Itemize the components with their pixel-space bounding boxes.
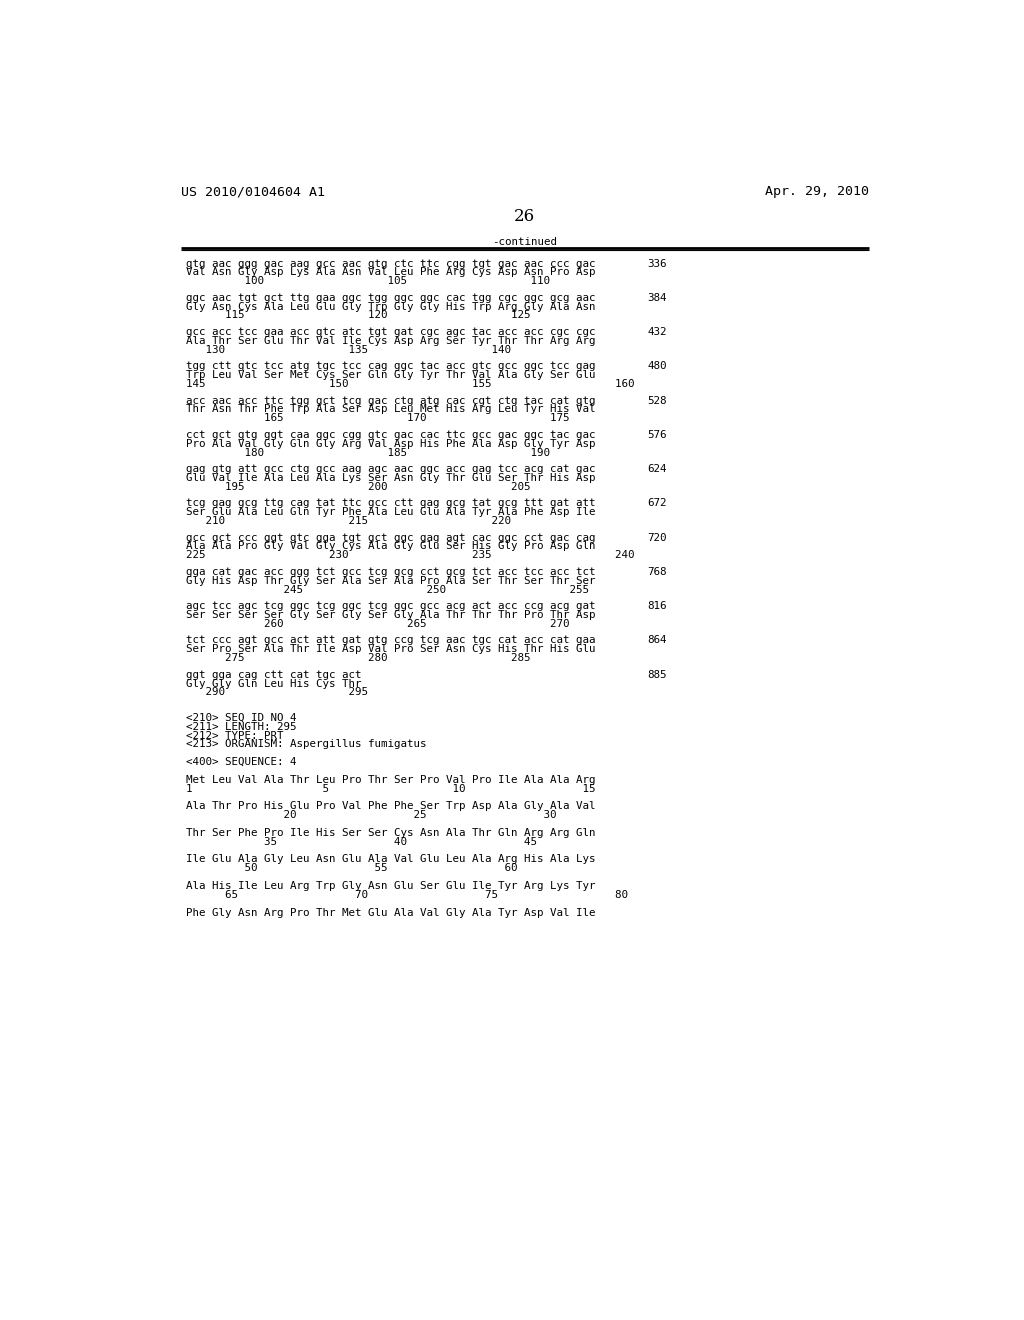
Text: 260                   265                   270: 260 265 270 [186, 619, 569, 628]
Text: <211> LENGTH: 295: <211> LENGTH: 295 [186, 722, 297, 731]
Text: 50                  55                  60: 50 55 60 [186, 863, 517, 874]
Text: gcc acc tcc gaa acc gtc atc tgt gat cgc agc tac acc acc cgc cgc: gcc acc tcc gaa acc gtc atc tgt gat cgc … [186, 327, 596, 337]
Text: 624: 624 [647, 465, 667, 474]
Text: 816: 816 [647, 601, 667, 611]
Text: 336: 336 [647, 259, 667, 268]
Text: Thr Asn Thr Phe Trp Ala Ser Asp Leu Met His Arg Leu Tyr His Val: Thr Asn Thr Phe Trp Ala Ser Asp Leu Met … [186, 404, 596, 414]
Text: Val Asn Gly Asp Lys Ala Asn Val Leu Phe Arg Cys Asp Asn Pro Asp: Val Asn Gly Asp Lys Ala Asn Val Leu Phe … [186, 268, 596, 277]
Text: <213> ORGANISM: Aspergillus fumigatus: <213> ORGANISM: Aspergillus fumigatus [186, 739, 427, 750]
Text: 384: 384 [647, 293, 667, 302]
Text: 100                   105                   110: 100 105 110 [186, 276, 550, 286]
Text: 245                   250                   255: 245 250 255 [186, 585, 589, 594]
Text: 195                   200                   205: 195 200 205 [186, 482, 530, 492]
Text: 115                   120                   125: 115 120 125 [186, 310, 530, 321]
Text: ggt gga cag ctt cat tgc act: ggt gga cag ctt cat tgc act [186, 669, 361, 680]
Text: 165                   170                   175: 165 170 175 [186, 413, 569, 424]
Text: Gly His Asp Thr Gly Ser Ala Ser Ala Pro Ala Ser Thr Ser Thr Ser: Gly His Asp Thr Gly Ser Ala Ser Ala Pro … [186, 576, 596, 586]
Text: Ser Pro Ser Ala Thr Ile Asp Val Pro Ser Asn Cys His Thr His Glu: Ser Pro Ser Ala Thr Ile Asp Val Pro Ser … [186, 644, 596, 655]
Text: 528: 528 [647, 396, 667, 405]
Text: gcc gct ccc ggt gtc gga tgt gct ggc gag agt cac ggc cct gac cag: gcc gct ccc ggt gtc gga tgt gct ggc gag … [186, 533, 596, 543]
Text: Ser Ser Ser Ser Gly Ser Gly Ser Gly Ala Thr Thr Thr Pro Thr Asp: Ser Ser Ser Ser Gly Ser Gly Ser Gly Ala … [186, 610, 596, 620]
Text: -continued: -continued [493, 238, 557, 247]
Text: 672: 672 [647, 499, 667, 508]
Text: acc aac acc ttc tgg gct tcg gac ctg atg cac cgt ctg tac cat gtg: acc aac acc ttc tgg gct tcg gac ctg atg … [186, 396, 596, 405]
Text: Ala Thr Pro His Glu Pro Val Phe Phe Ser Trp Asp Ala Gly Ala Val: Ala Thr Pro His Glu Pro Val Phe Phe Ser … [186, 801, 596, 812]
Text: 885: 885 [647, 669, 667, 680]
Text: Ala Thr Ser Glu Thr Val Ile Cys Asp Arg Ser Tyr Thr Thr Arg Arg: Ala Thr Ser Glu Thr Val Ile Cys Asp Arg … [186, 335, 596, 346]
Text: agc tcc agc tcg ggc tcg ggc tcg ggc gcc acg act acc ccg acg gat: agc tcc agc tcg ggc tcg ggc tcg ggc gcc … [186, 601, 596, 611]
Text: 145                   150                   155                   160: 145 150 155 160 [186, 379, 635, 389]
Text: gga cat gac acc ggg tct gcc tcg gcg cct gcg tct acc tcc acc tct: gga cat gac acc ggg tct gcc tcg gcg cct … [186, 566, 596, 577]
Text: Met Leu Val Ala Thr Leu Pro Thr Ser Pro Val Pro Ile Ala Ala Arg: Met Leu Val Ala Thr Leu Pro Thr Ser Pro … [186, 775, 596, 785]
Text: 576: 576 [647, 430, 667, 440]
Text: 26: 26 [514, 207, 536, 224]
Text: 35                  40                  45: 35 40 45 [186, 837, 538, 846]
Text: 275                   280                   285: 275 280 285 [186, 653, 530, 663]
Text: US 2010/0104604 A1: US 2010/0104604 A1 [180, 185, 325, 198]
Text: <212> TYPE: PRT: <212> TYPE: PRT [186, 730, 284, 741]
Text: Apr. 29, 2010: Apr. 29, 2010 [765, 185, 869, 198]
Text: 432: 432 [647, 327, 667, 337]
Text: 768: 768 [647, 566, 667, 577]
Text: 130                   135                   140: 130 135 140 [186, 345, 511, 355]
Text: cct gct gtg ggt caa ggc cgg gtc gac cac ttc gcc gac ggc tac gac: cct gct gtg ggt caa ggc cgg gtc gac cac … [186, 430, 596, 440]
Text: Ile Glu Ala Gly Leu Asn Glu Ala Val Glu Leu Ala Arg His Ala Lys: Ile Glu Ala Gly Leu Asn Glu Ala Val Glu … [186, 854, 596, 865]
Text: 210                   215                   220: 210 215 220 [186, 516, 511, 527]
Text: Ser Glu Ala Leu Gln Tyr Phe Ala Leu Glu Ala Tyr Ala Phe Asp Ile: Ser Glu Ala Leu Gln Tyr Phe Ala Leu Glu … [186, 507, 596, 517]
Text: 65                  70                  75                  80: 65 70 75 80 [186, 890, 628, 900]
Text: gag gtg att gcc ctg gcc aag agc aac ggc acc gag tcc acg cat gac: gag gtg att gcc ctg gcc aag agc aac ggc … [186, 465, 596, 474]
Text: gtg aac ggg gac aag gcc aac gtg ctc ttc cgg tgt gac aac ccc gac: gtg aac ggg gac aag gcc aac gtg ctc ttc … [186, 259, 596, 268]
Text: 225                   230                   235                   240: 225 230 235 240 [186, 550, 635, 560]
Text: Ala Ala Pro Gly Val Gly Cys Ala Gly Glu Ser His Gly Pro Asp Gln: Ala Ala Pro Gly Val Gly Cys Ala Gly Glu … [186, 541, 596, 552]
Text: 20                  25                  30: 20 25 30 [186, 810, 557, 820]
Text: Glu Val Ile Ala Leu Ala Lys Ser Asn Gly Thr Glu Ser Thr His Asp: Glu Val Ile Ala Leu Ala Lys Ser Asn Gly … [186, 473, 596, 483]
Text: tcg gag gcg ttg cag tat ttc gcc ctt gag gcg tat gcg ttt gat att: tcg gag gcg ttg cag tat ttc gcc ctt gag … [186, 499, 596, 508]
Text: ggc aac tgt gct ttg gaa ggc tgg ggc ggc cac tgg cgc ggc gcg aac: ggc aac tgt gct ttg gaa ggc tgg ggc ggc … [186, 293, 596, 302]
Text: Phe Gly Asn Arg Pro Thr Met Glu Ala Val Gly Ala Tyr Asp Val Ile: Phe Gly Asn Arg Pro Thr Met Glu Ala Val … [186, 908, 596, 917]
Text: Gly Gly Gln Leu His Cys Thr: Gly Gly Gln Leu His Cys Thr [186, 678, 361, 689]
Text: tgg ctt gtc tcc atg tgc tcc cag ggc tac acc gtc gcc ggc tcc gag: tgg ctt gtc tcc atg tgc tcc cag ggc tac … [186, 362, 596, 371]
Text: Pro Ala Val Gly Gln Gly Arg Val Asp His Phe Ala Asp Gly Tyr Asp: Pro Ala Val Gly Gln Gly Arg Val Asp His … [186, 438, 596, 449]
Text: Ala His Ile Leu Arg Trp Gly Asn Glu Ser Glu Ile Tyr Arg Lys Tyr: Ala His Ile Leu Arg Trp Gly Asn Glu Ser … [186, 880, 596, 891]
Text: Gly Asn Cys Ala Leu Glu Gly Trp Gly Gly His Trp Arg Gly Ala Asn: Gly Asn Cys Ala Leu Glu Gly Trp Gly Gly … [186, 302, 596, 312]
Text: 720: 720 [647, 533, 667, 543]
Text: 290                   295: 290 295 [186, 688, 368, 697]
Text: 1                    5                   10                  15: 1 5 10 15 [186, 784, 596, 793]
Text: <210> SEQ ID NO 4: <210> SEQ ID NO 4 [186, 713, 297, 723]
Text: Trp Leu Val Ser Met Cys Ser Gln Gly Tyr Thr Val Ala Gly Ser Glu: Trp Leu Val Ser Met Cys Ser Gln Gly Tyr … [186, 370, 596, 380]
Text: <400> SEQUENCE: 4: <400> SEQUENCE: 4 [186, 758, 297, 767]
Text: tct ccc agt gcc act att gat gtg ccg tcg aac tgc cat acc cat gaa: tct ccc agt gcc act att gat gtg ccg tcg … [186, 635, 596, 645]
Text: 864: 864 [647, 635, 667, 645]
Text: 480: 480 [647, 362, 667, 371]
Text: 180                   185                   190: 180 185 190 [186, 447, 550, 458]
Text: Thr Ser Phe Pro Ile His Ser Ser Cys Asn Ala Thr Gln Arg Arg Gln: Thr Ser Phe Pro Ile His Ser Ser Cys Asn … [186, 828, 596, 838]
